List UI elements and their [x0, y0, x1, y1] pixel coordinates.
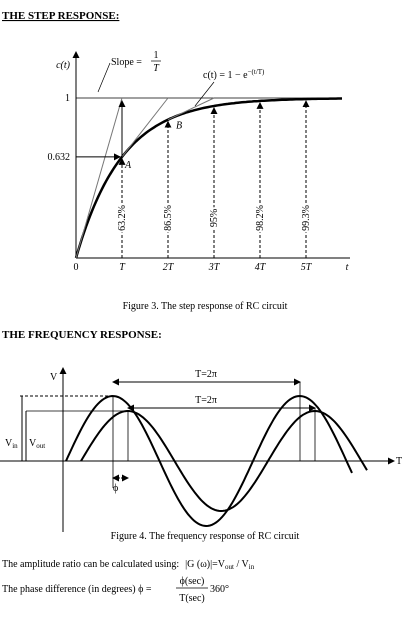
vin-sub: in [12, 442, 18, 450]
factor: 360° [210, 584, 229, 595]
heading: THE FREQUENCY RESPONSE: [2, 329, 162, 341]
line [167, 97, 215, 121]
vin: V [5, 438, 13, 449]
axis-label: V [50, 372, 58, 383]
x-label: 4T [255, 262, 267, 273]
slope-num: 1 [154, 50, 159, 61]
period-label: T=2π [195, 369, 217, 380]
fraction-num: ϕ(sec) [180, 576, 205, 587]
percent-label: 99.3% [301, 205, 312, 231]
vout: V [29, 438, 37, 449]
slope-den: T [153, 63, 160, 74]
period-label: T=2π [195, 395, 217, 406]
heading: THE STEP RESPONSE: [2, 10, 119, 22]
fraction-den: T(sec) [179, 593, 205, 604]
vout-label: Vout [29, 438, 45, 450]
vin-wave [65, 394, 353, 528]
x-label: t [346, 262, 349, 273]
formula: The phase difference (in degrees) ϕ = [2, 584, 152, 595]
vin-label: Vin [5, 438, 18, 450]
line [75, 97, 123, 259]
axis-label: c(t) [56, 60, 71, 71]
curve-exp: −(t/T) [248, 68, 265, 76]
level-label: 1 [65, 93, 70, 104]
caption: Figure 3. The step response of RC circui… [123, 301, 288, 312]
step-curve [74, 97, 342, 259]
percent-label: 63.2% [117, 205, 128, 231]
percent-label: 98.2% [255, 205, 266, 231]
curve-label: c(t) = 1 − e−(t/T) [203, 68, 265, 81]
percent-label: 95% [209, 209, 220, 227]
caption: Figure 4. The frequency response of RC c… [111, 531, 300, 542]
point-label: A [124, 160, 132, 171]
vout-sub: out [36, 442, 45, 450]
level-label: 0.632 [48, 152, 71, 163]
slope-label: Slope = [111, 57, 142, 68]
line [97, 62, 111, 93]
x-label: 3T [208, 262, 221, 273]
x-label: 0 [74, 262, 79, 273]
x-label: 5T [301, 262, 313, 273]
phase-label: ϕ [113, 483, 118, 494]
line [121, 97, 169, 158]
percent-label: 86.5% [163, 205, 174, 231]
point-label: B [176, 121, 182, 132]
x-label: T [119, 262, 126, 273]
axis-label: T [396, 456, 402, 467]
curve-text: c(t) = 1 − e [203, 70, 248, 81]
x-label: 2T [163, 262, 175, 273]
formula: The amplitude ratio can be calculated us… [2, 559, 255, 571]
line [194, 81, 215, 107]
